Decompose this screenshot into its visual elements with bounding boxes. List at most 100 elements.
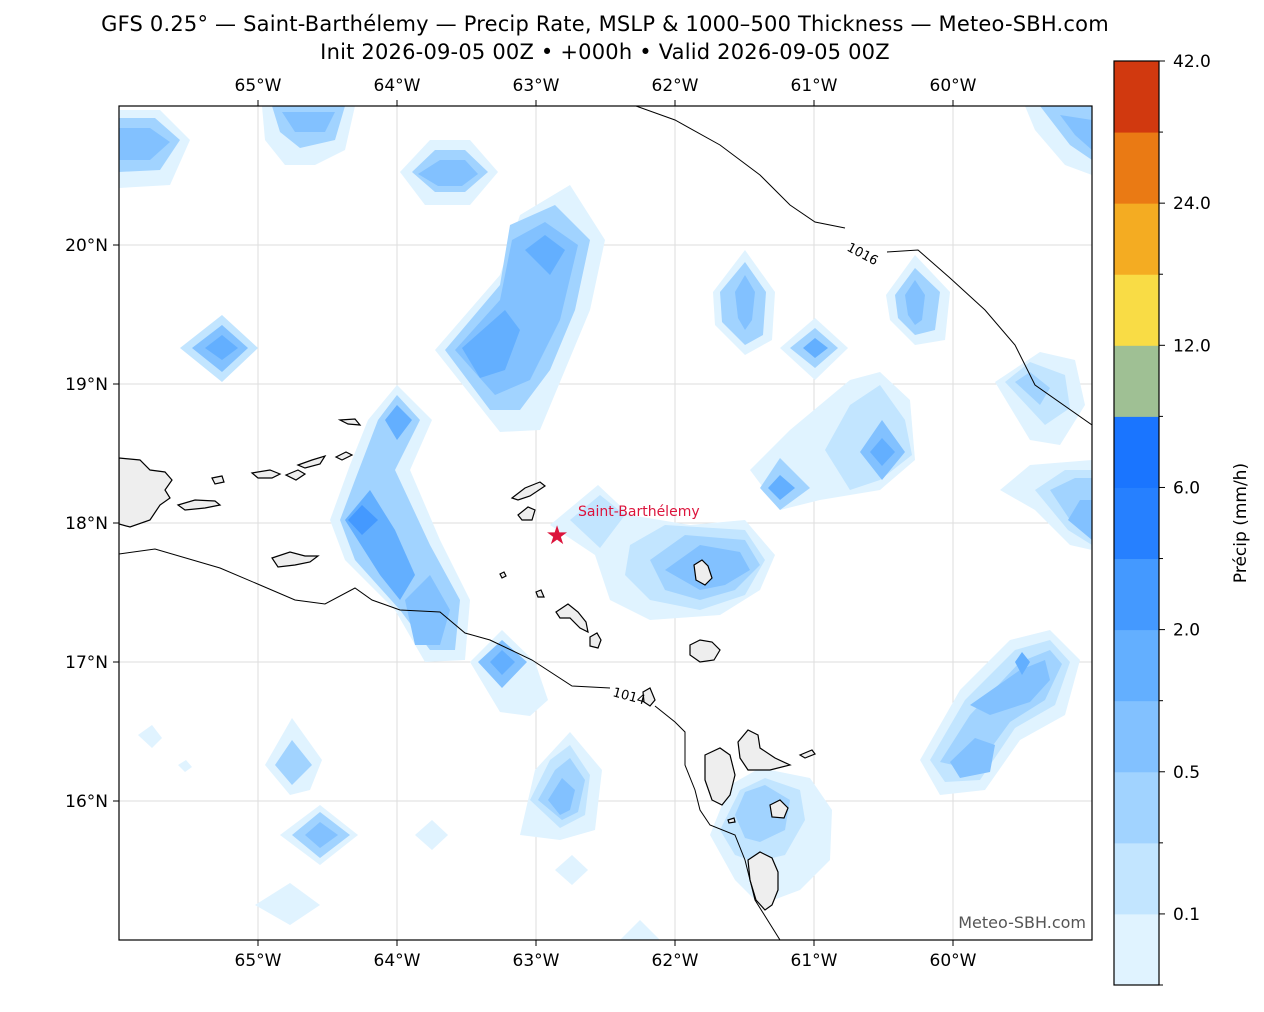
colorbar-segment — [1114, 132, 1159, 204]
lat-label: 16°N — [65, 792, 108, 812]
thickness-label: 1 — [1102, 513, 1113, 533]
colorbar-segment — [1114, 558, 1159, 631]
lat-label: 19°N — [65, 375, 108, 395]
location-marker-label: Saint-Barthélemy — [578, 504, 700, 520]
isobar-1016-line — [635, 106, 846, 229]
map-content: 1016 1014 2 1 1 1 1 ★ Saint-Barthélemy M… — [119, 106, 1113, 940]
precip-cell — [265, 718, 322, 795]
colorbar — [1114, 61, 1159, 986]
land-saba — [499, 571, 507, 579]
lat-label: 20°N — [65, 236, 108, 256]
bottom-lon-label: 64°W — [374, 951, 421, 971]
colorbar-segment — [1114, 487, 1159, 560]
colorbar-segment — [1114, 700, 1159, 773]
land-les-saintes — [727, 817, 736, 824]
colorbar-tick-label: 12.0 — [1173, 336, 1211, 356]
bottom-tick-marks — [257, 940, 954, 946]
colorbar-tick-label: 24.0 — [1173, 194, 1211, 214]
thickness-label: 1 — [1102, 374, 1113, 394]
colorbar-segment — [1114, 61, 1159, 133]
land-virgin-gorda — [334, 451, 354, 461]
top-tick-marks — [257, 100, 954, 106]
precip-cell — [920, 630, 1080, 795]
colorbar-segment — [1114, 771, 1159, 844]
precip-cell — [330, 385, 470, 662]
precip-cell — [520, 732, 602, 840]
land-st-kitts — [555, 603, 589, 634]
precip-cell — [886, 255, 950, 345]
colorbar-tick-label: 0.1 — [1173, 905, 1200, 925]
precip-cell — [1025, 106, 1092, 175]
bottom-lon-label: 65°W — [235, 951, 282, 971]
land-nevis — [589, 632, 602, 649]
lat-label: 17°N — [65, 653, 108, 673]
land-grande-terre — [737, 729, 792, 771]
precip-cell — [400, 140, 498, 205]
isobar-1016-line — [886, 249, 1092, 426]
thickness-label: 1 — [1102, 652, 1113, 672]
bottom-lon-label: 62°W — [652, 951, 699, 971]
isobar-1014-line — [119, 548, 611, 689]
isobar-lines — [119, 106, 1092, 940]
colorbar-segment — [1114, 416, 1159, 488]
precip-cell — [138, 725, 660, 940]
land-st-martin — [517, 506, 536, 521]
colorbar-tick-label: 2.0 — [1173, 621, 1200, 641]
land-tortola — [296, 454, 327, 469]
precip-cell — [180, 315, 258, 382]
land-barbuda — [693, 559, 713, 586]
precip-field — [119, 106, 1092, 940]
left-lat-labels: 20°N 19°N 18°N 17°N 16°N — [65, 236, 108, 812]
bottom-lon-label: 61°W — [791, 951, 838, 971]
precip-cell — [1000, 460, 1092, 550]
land-montserrat — [642, 687, 656, 707]
land-st-eustatius — [535, 589, 545, 598]
land-st-thomas — [250, 469, 282, 479]
thickness-label: 1 — [1102, 791, 1113, 811]
top-lon-label: 63°W — [513, 76, 560, 96]
left-tick-marks — [113, 244, 119, 802]
land-anguilla — [510, 481, 547, 501]
colorbar-tick-label: 42.0 — [1173, 52, 1211, 72]
land-culebra — [211, 475, 225, 485]
precip-cell — [280, 805, 358, 865]
precip-cell — [713, 250, 775, 355]
colorbar-title: Précip (mm/h) — [1231, 463, 1251, 583]
land-st-croix — [271, 551, 320, 568]
land-anegada — [337, 418, 362, 426]
precip-cell — [710, 768, 832, 905]
top-lon-label: 60°W — [930, 76, 977, 96]
precip-cell — [262, 106, 355, 165]
top-lon-label: 62°W — [652, 76, 699, 96]
land-marie-galante — [769, 799, 789, 819]
bottom-lon-labels: 65°W 64°W 63°W 62°W 61°W 60°W — [235, 951, 977, 971]
title-line-1: GFS 0.25° — Saint-Barthélemy — Precip Ra… — [101, 12, 1109, 36]
isobar-1014-line — [654, 705, 781, 940]
land-st-john — [284, 469, 307, 481]
landmasses — [119, 418, 816, 911]
top-lon-label: 65°W — [235, 76, 282, 96]
land-antigua — [689, 639, 721, 663]
land-vieques — [176, 499, 222, 511]
top-lon-label: 61°W — [791, 76, 838, 96]
colorbar-segment — [1114, 842, 1159, 915]
bottom-lon-label: 60°W — [930, 951, 977, 971]
precip-cell — [435, 185, 605, 432]
colorbar-tick-label: 6.0 — [1173, 478, 1200, 498]
colorbar-segment — [1114, 274, 1159, 346]
precip-cell — [780, 318, 848, 380]
colorbar-tick-label: 0.5 — [1173, 763, 1200, 783]
colorbar-segment — [1114, 203, 1159, 275]
top-lon-label: 64°W — [374, 76, 421, 96]
colorbar-segment — [1114, 345, 1159, 417]
land-basse-terre — [704, 747, 736, 806]
bottom-lon-label: 63°W — [513, 951, 560, 971]
land-desirade — [798, 749, 816, 759]
location-marker-star: ★ — [545, 521, 568, 551]
top-lon-labels: 65°W 64°W 63°W 62°W 61°W 60°W — [235, 76, 977, 96]
colorbar-segment — [1114, 913, 1159, 986]
colorbar-segment — [1114, 629, 1159, 702]
land-puerto-rico — [119, 457, 173, 528]
watermark: Meteo-SBH.com — [958, 913, 1086, 932]
